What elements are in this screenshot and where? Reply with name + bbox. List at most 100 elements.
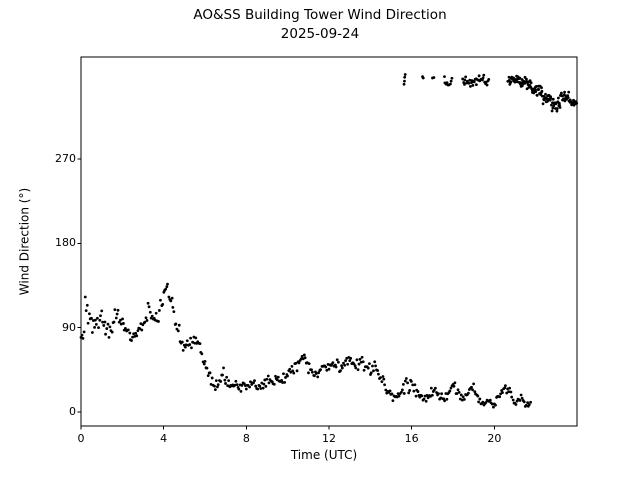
data-point [369,371,373,375]
data-point [134,331,138,335]
data-point [145,319,149,322]
data-point [213,384,216,388]
data-point [274,374,277,378]
data-point [143,320,147,324]
data-point [169,299,173,303]
data-point [148,310,152,314]
data-point [445,81,449,85]
data-point [288,367,292,371]
data-point [397,394,401,398]
data-point [353,364,357,368]
data-point [94,322,98,326]
data-point [310,370,314,374]
data-point [112,320,116,324]
data-point [529,400,533,404]
data-point [522,400,526,404]
data-point [535,94,539,97]
data-point [481,76,485,80]
data-point [244,387,248,391]
data-point [85,303,89,307]
data-point [467,81,471,85]
data-point [457,391,461,394]
data-point [402,82,406,86]
y-tick-label-180: 180 [55,236,76,250]
data-point [225,375,229,379]
data-point [124,327,127,330]
data-point [222,366,225,370]
data-point [161,302,165,306]
y-tick-label-90: 90 [62,320,76,334]
data-point [361,360,365,364]
x-tick-label-12: 12 [322,432,336,445]
data-point [167,295,171,299]
data-point [159,298,162,302]
data-point [504,384,507,387]
data-point [117,320,121,324]
data-point [443,399,446,403]
data-point [286,374,289,378]
x-axis-label: Time (UTC) [290,448,358,462]
data-point [566,96,570,99]
data-point [102,324,106,327]
data-point [147,305,151,309]
data-point [421,76,425,80]
data-point [481,400,485,404]
x-tick-label-0: 0 [77,432,85,445]
data-point [157,320,160,323]
data-point [462,397,466,401]
data-point [494,403,497,407]
data-point [416,390,420,393]
data-point [140,328,144,332]
data-point [343,363,347,367]
data-point [511,398,515,402]
data-point [527,403,531,407]
data-point [205,366,209,370]
data-point [368,362,371,366]
data-point [104,332,107,336]
data-point [164,287,168,291]
data-point [390,392,394,396]
data-point [404,377,408,380]
data-point [96,316,99,320]
data-point [388,389,392,393]
data-point [534,90,538,93]
data-point [374,364,377,368]
data-point [324,365,328,369]
data-point [110,330,114,334]
data-point [107,335,111,339]
data-point [420,394,424,398]
data-point [450,76,454,80]
data-point [302,353,306,357]
data-point [216,383,220,387]
data-point [563,99,567,103]
data-point [550,109,554,113]
scatter-points [79,73,579,409]
data-point [265,377,269,381]
data-point [116,308,120,312]
data-point [214,379,218,383]
data-point [136,329,140,333]
data-point [221,373,224,377]
data-point [327,367,331,371]
data-point [144,316,148,320]
data-point [402,392,406,395]
data-point [303,356,307,360]
data-point [316,375,320,379]
data-point [339,369,342,373]
data-point [235,383,239,387]
data-point [346,362,350,366]
data-point [93,325,96,329]
data-point [452,384,456,388]
data-point [356,368,360,372]
data-point [476,394,480,398]
data-point [292,371,296,375]
data-point [482,73,486,77]
data-point [227,379,231,383]
data-point [98,318,102,322]
data-point [253,379,256,383]
data-point [357,362,361,366]
data-point [549,96,553,100]
data-point [552,104,556,108]
data-point [282,372,285,376]
data-point [194,336,198,340]
